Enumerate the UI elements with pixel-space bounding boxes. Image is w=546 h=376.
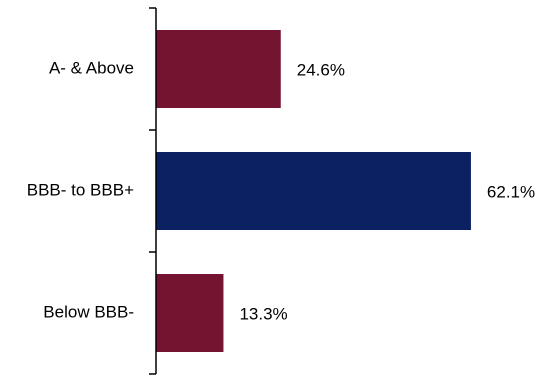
bar-2 bbox=[156, 274, 224, 352]
bars-layer bbox=[156, 30, 471, 352]
bar-0 bbox=[156, 30, 281, 108]
category-label: Below BBB- bbox=[43, 302, 134, 321]
value-label: 62.1% bbox=[487, 182, 535, 201]
labels-layer: A- & Above 24.6% BBB- to BBB+ 62.1% Below BB… bbox=[27, 58, 535, 323]
value-label: 13.3% bbox=[239, 304, 287, 323]
category-label: A- & Above bbox=[49, 58, 134, 77]
value-label: 24.6% bbox=[297, 60, 345, 79]
category-label: BBB- to BBB+ bbox=[27, 180, 134, 199]
category-axis bbox=[149, 7, 157, 375]
bar-1 bbox=[156, 152, 471, 230]
